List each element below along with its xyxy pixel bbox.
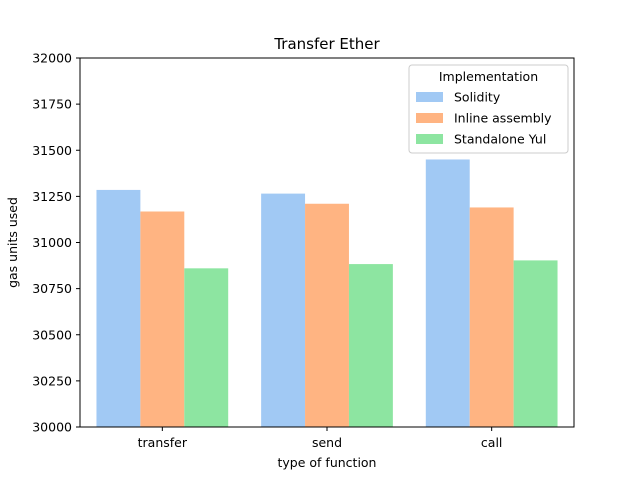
legend-swatch xyxy=(416,113,443,123)
bar xyxy=(261,193,306,427)
bar xyxy=(305,203,349,427)
x-tick-label: send xyxy=(312,435,342,450)
y-tick-label: 30750 xyxy=(32,281,72,296)
legend-label: Standalone Yul xyxy=(454,132,546,147)
y-tick-label: 31500 xyxy=(32,143,72,158)
legend-title: Implementation xyxy=(439,69,538,84)
y-tick-label: 30250 xyxy=(32,373,72,388)
x-tick-label: transfer xyxy=(138,435,188,450)
y-tick-label: 31000 xyxy=(32,235,72,250)
axes-layer: 30000 30250 30500 30750 31000 31250 31500 31750… xyxy=(32,51,575,450)
bar xyxy=(140,211,185,427)
legend-swatch xyxy=(416,134,443,144)
legend: Implementation Solidity Inline assembly St… xyxy=(408,64,569,154)
y-tick-label: 31750 xyxy=(32,97,72,112)
legend-entries: Solidity Inline assembly Standalone Yul xyxy=(416,90,552,147)
legend-label: Inline assembly xyxy=(454,111,552,126)
bar xyxy=(425,159,470,427)
x-tick-label: call xyxy=(481,435,502,450)
y-tick-label: 30500 xyxy=(32,327,72,342)
x-axis-label: type of function xyxy=(278,455,377,470)
bar xyxy=(513,260,558,427)
legend-box xyxy=(408,64,569,154)
bar xyxy=(184,268,229,427)
bar xyxy=(96,189,141,427)
y-tick-label: 31250 xyxy=(32,189,72,204)
legend-label: Solidity xyxy=(454,90,501,105)
bars-layer xyxy=(96,159,558,427)
y-axis-label: gas units used xyxy=(5,197,20,288)
y-tick-label: 32000 xyxy=(32,51,72,66)
y-tick-label: 30000 xyxy=(32,420,72,435)
legend-swatch xyxy=(416,92,443,102)
bar xyxy=(469,207,514,427)
bar xyxy=(348,264,393,427)
chart-title: Transfer Ether xyxy=(273,35,380,53)
